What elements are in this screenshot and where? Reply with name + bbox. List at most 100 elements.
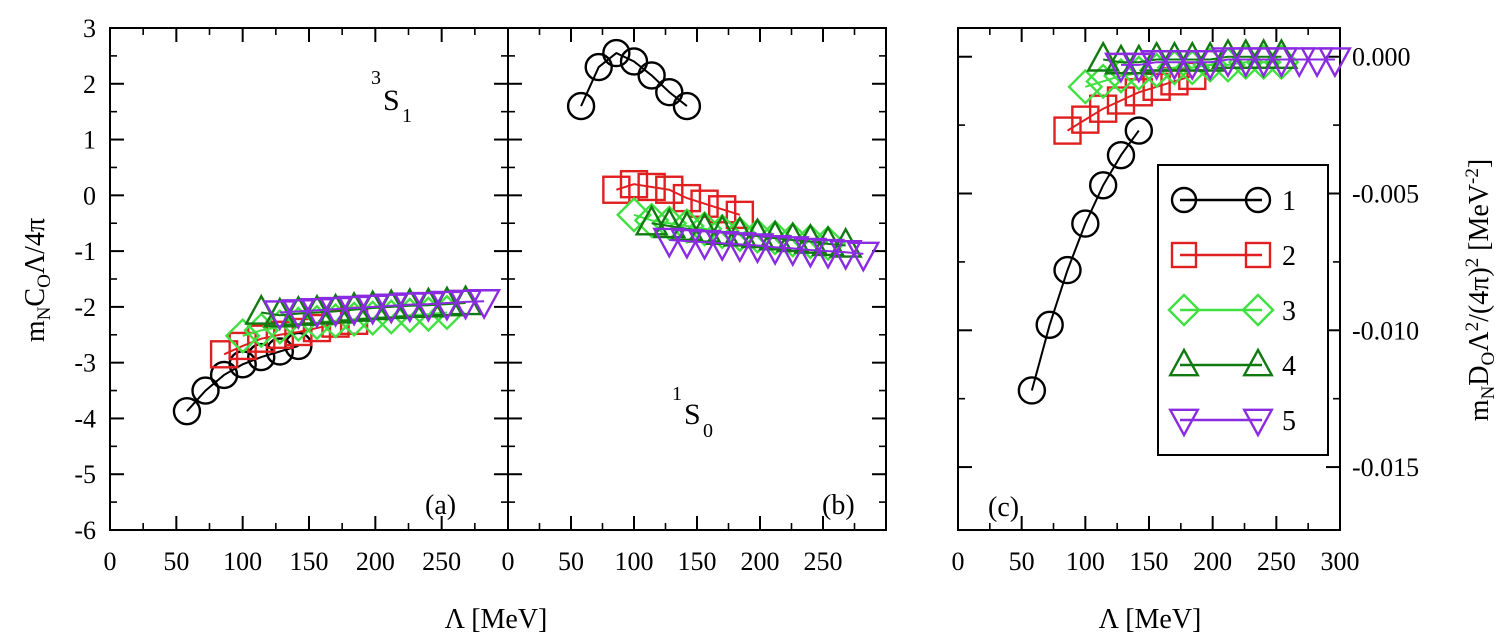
- panel-b-xtick-label: 0: [502, 547, 515, 576]
- panel-b-series-4-point: [669, 210, 704, 242]
- panel-a-xtick-label: 150: [290, 547, 329, 576]
- panel-b-series-1-line: [580, 51, 688, 107]
- ylabel-right-m: m: [1464, 399, 1495, 421]
- panel-c-series-5-point: [1157, 49, 1192, 81]
- legend-label-1: 1: [1282, 186, 1296, 217]
- panel-a-xtick-label: 250: [422, 547, 461, 576]
- panel-c-xtick-label: 50: [1009, 547, 1035, 576]
- panel-b-annotation-sub: 0: [703, 420, 713, 442]
- panel-c-series-4-point: [1139, 40, 1174, 72]
- panel-c-series-3-point: [1067, 68, 1104, 105]
- legend: 1 2 3 4 5: [1157, 164, 1329, 456]
- panel-c-series-4-point: [1264, 37, 1299, 69]
- ylabel-right-lam-sup: 2: [1462, 322, 1483, 332]
- panel-c-series-2-point: [1071, 105, 1100, 134]
- legend-marker-3: [1241, 293, 1275, 327]
- panel-b-series-1-point: [584, 52, 613, 82]
- panel-b-xtick-label: 150: [678, 547, 717, 576]
- svg-text:mNCOΛ/4π: mNCOΛ/4π: [20, 218, 55, 342]
- panel-a-series-5-point: [411, 291, 446, 323]
- panel-b-xtick-label: 50: [558, 547, 584, 576]
- legend-label-5: 5: [1282, 406, 1296, 437]
- panel-c-ytick-label: -0.005: [1352, 180, 1419, 209]
- legend-label-2: 2: [1282, 241, 1296, 272]
- panel-a-ytick-label: -5: [74, 460, 96, 489]
- panel-b-data: [566, 38, 881, 273]
- panel-a-series-5-point: [448, 289, 483, 321]
- panel-a-annotation: S: [383, 84, 400, 117]
- ylabel-right-mid-sup: 2: [1462, 258, 1483, 268]
- panel-c-ytick-label: -0.010: [1352, 316, 1419, 345]
- panel-c-xtick-label: 200: [1193, 547, 1232, 576]
- panel-a-series-3-point: [261, 309, 298, 345]
- panel-b-series-1-point: [672, 91, 702, 121]
- panel-a-xtick-label: 100: [223, 547, 262, 576]
- legend-marker-4: [1242, 347, 1274, 377]
- ylabel-right-unit-sup: -2: [1462, 168, 1483, 184]
- panel-a-series-1-point: [172, 396, 202, 426]
- panel-b-series-2-point: [655, 175, 684, 204]
- panel-b-series-1-point: [619, 47, 649, 76]
- panel-a-xtick-label: 50: [163, 547, 189, 576]
- legend-marker-2: [1244, 241, 1272, 269]
- panel-a-series-1-point: [247, 342, 276, 372]
- y-axis-label-left: mNCOΛ/4π: [20, 218, 55, 342]
- panel-c-xtick-label: 0: [952, 547, 965, 576]
- panel-b-series-5-point: [828, 239, 863, 271]
- panel-a-label: (a): [425, 490, 456, 521]
- panel-b-series-5-point: [652, 227, 687, 259]
- ylabel-left-c-sub: O: [34, 274, 55, 288]
- panel-b-series-5-point: [758, 234, 793, 266]
- panel-a-series-5-point: [318, 296, 353, 328]
- panel-c-label: (c): [988, 492, 1019, 523]
- legend-label-3: 3: [1282, 296, 1296, 327]
- y-axis-label-right: mNDOΛ2/(4π)2 [MeV-2]: [1462, 159, 1499, 421]
- panel-b-series-1-point: [637, 61, 666, 90]
- panel-b-series-5-point: [793, 237, 828, 269]
- panel-c-series-1-point: [1017, 376, 1047, 405]
- panel-c-series-4-point: [1086, 40, 1121, 72]
- ylabel-right-lam: Λ: [1464, 331, 1495, 352]
- panel-c-series-5-point: [1121, 52, 1156, 84]
- panel-c-series-2-point: [1053, 116, 1082, 145]
- panel-a-ytick-label: 0: [83, 181, 96, 210]
- ylabel-right-d-sub: O: [1478, 352, 1499, 366]
- panel-c-series-2-point: [1088, 94, 1118, 123]
- panel-c-series-2-point: [1106, 86, 1136, 115]
- ylabel-right-d: D: [1464, 365, 1495, 385]
- panel-c-ticks: [957, 28, 1341, 530]
- svg-text:mNDOΛ2/(4π)2 [MeV-2]: mNDOΛ2/(4π)2 [MeV-2]: [1462, 159, 1499, 421]
- panel-c-series-1-point: [1071, 209, 1100, 238]
- panel-a-frame: [109, 27, 509, 531]
- ylabel-right-m-sub: N: [1478, 385, 1499, 399]
- legend-marker-5: [1168, 408, 1200, 438]
- panel-b-series-5-point: [775, 236, 810, 268]
- panel-b-series-5-point: [669, 228, 704, 260]
- panel-a-annotation-sub: 1: [402, 105, 412, 127]
- panel-c-ytick-label: 0.000: [1352, 43, 1411, 72]
- panel-b-series-2-point: [708, 195, 737, 224]
- panel-a-xtick-label: 0: [104, 547, 117, 576]
- ylabel-right-close: ]: [1464, 159, 1495, 168]
- panel-c-series-4-point: [1246, 37, 1281, 69]
- legend-marker-3: [1167, 293, 1201, 327]
- panel-c-series-1-point: [1035, 310, 1064, 340]
- panel-a-ytick-label: 2: [83, 70, 96, 99]
- panel-a-series-5-point: [429, 290, 464, 322]
- panel-a-series-5-point: [337, 295, 372, 327]
- ylabel-left-rest: Λ/4π: [20, 218, 51, 274]
- panel-a-ytick-label: -1: [74, 237, 96, 266]
- panel-b-annotation-presup: 1: [672, 383, 682, 405]
- panel-c-series-3-point: [1085, 63, 1122, 100]
- ylabel-left-c: C: [20, 288, 51, 307]
- ylabel-right-unit: [MeV: [1464, 184, 1495, 258]
- legend-marker-4: [1168, 347, 1200, 377]
- panel-a-xtick-labels: 0 50 100 150 200 250: [104, 547, 462, 576]
- panel-a-ticks: [109, 27, 508, 531]
- panel-a-series-5-point: [299, 297, 334, 329]
- panel-c-series-1-point: [1088, 171, 1118, 200]
- panel-c-data: [1017, 37, 1352, 405]
- panel-a-series-2-point: [228, 331, 257, 361]
- panel-a-ytick-label: 1: [83, 126, 96, 155]
